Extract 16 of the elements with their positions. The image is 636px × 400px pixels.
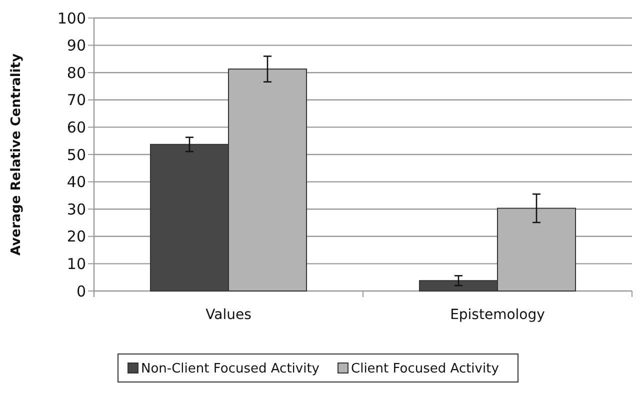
y-tick-label: 10 — [66, 254, 86, 273]
y-axis-title: Average Relative Centrality — [9, 53, 24, 256]
x-tick-label: Epistemology — [450, 307, 545, 323]
y-tick-label: 80 — [66, 64, 86, 82]
y-tick-label: 30 — [66, 200, 86, 218]
x-tick-label: Values — [206, 307, 252, 323]
legend-label: Client Focused Activity — [351, 362, 500, 377]
legend-label: Non-Client Focused Activity — [141, 362, 320, 377]
y-tick-label: 0 — [76, 282, 86, 300]
y-tick-label: 60 — [66, 118, 86, 136]
y-tick-label: 100 — [57, 9, 86, 28]
y-tick-label: 50 — [66, 146, 86, 164]
y-tick-label: 40 — [66, 173, 86, 192]
y-tick-label: 70 — [66, 91, 86, 110]
y-tick-label: 20 — [66, 228, 86, 246]
y-tick-label: 90 — [66, 36, 86, 55]
